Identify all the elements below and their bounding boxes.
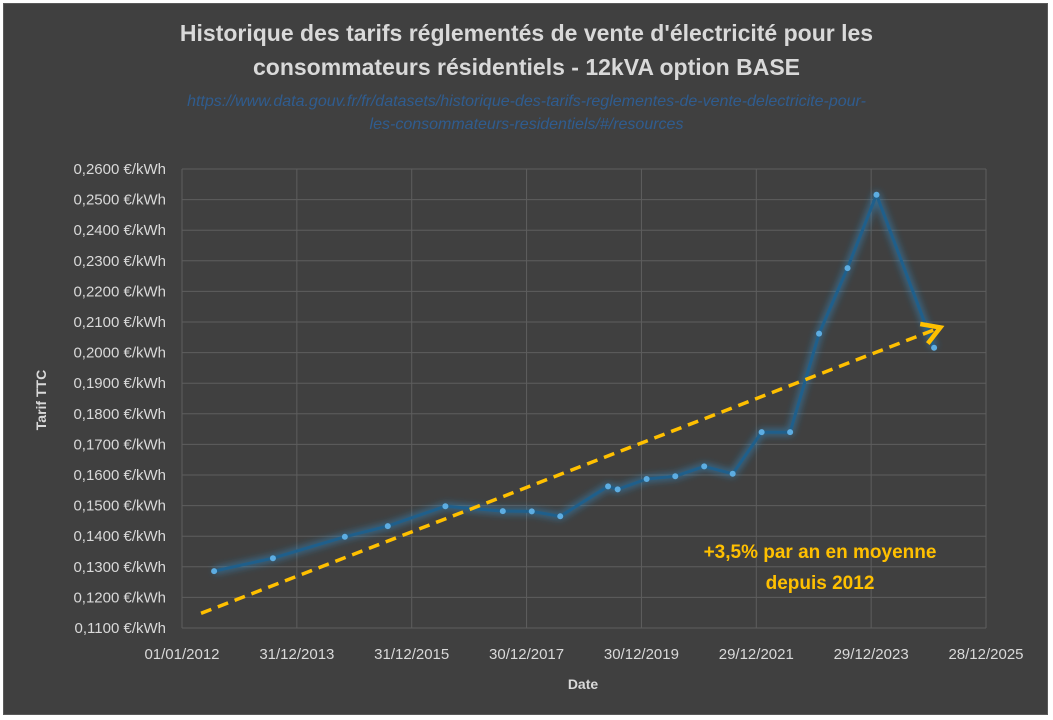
data-point: [211, 568, 218, 575]
y-tick-label: 0,1100 €/kWh: [75, 620, 166, 637]
chart-title-line-2: consommateurs résidentiels - 12kVA optio…: [252, 54, 801, 80]
data-point: [729, 470, 736, 477]
y-tick-label: 0,1700 €/kWh: [73, 436, 166, 453]
data-point: [931, 344, 938, 351]
y-tick-label: 0,2500 €/kWh: [73, 192, 166, 209]
data-point: [605, 483, 612, 490]
x-tick-label: 29/12/2023: [834, 646, 909, 663]
trendline-layer: [200, 321, 945, 615]
data-point: [341, 533, 348, 540]
y-tick-label: 0,2100 €/kWh: [73, 314, 166, 331]
x-tick-label: 01/01/2012: [144, 646, 219, 663]
y-axis-ticks: 0,1100 €/kWh 0,1200 €/kWh 0,1300 €/kWh 0,14…: [73, 161, 166, 637]
x-tick-label: 29/12/2021: [719, 646, 794, 663]
x-tick-label: 30/12/2019: [604, 646, 679, 663]
data-point: [758, 429, 765, 436]
chart-title-line-1: Historique des tarifs réglementés de ven…: [179, 20, 874, 46]
y-tick-label: 0,1900 €/kWh: [73, 375, 166, 392]
x-tick-label: 31/12/2013: [259, 646, 334, 663]
chart-title: Historique des tarifs réglementés de ven…: [0, 16, 1053, 84]
chart-subtitle-line-1[interactable]: https://www.data.gouv.fr/fr/datasets/his…: [187, 93, 866, 110]
data-point: [873, 191, 880, 198]
y-tick-label: 0,1800 €/kWh: [73, 406, 166, 423]
data-point: [672, 473, 679, 480]
data-point: [269, 555, 276, 562]
y-tick-label: 0,2200 €/kWh: [73, 283, 166, 300]
x-tick-label: 31/12/2015: [374, 646, 449, 663]
x-tick-label: 28/12/2025: [948, 646, 1023, 663]
data-point: [499, 508, 506, 515]
data-point: [701, 463, 708, 470]
chart-frame: [3, 3, 1048, 715]
data-point: [442, 503, 449, 510]
chart-subtitle-link[interactable]: https://www.data.gouv.fr/fr/datasets/his…: [0, 90, 1053, 136]
series-line: [213, 193, 936, 573]
data-point: [614, 486, 621, 493]
y-tick-label: 0,2600 €/kWh: [73, 161, 166, 178]
annotation-line-2: depuis 2012: [766, 573, 875, 594]
chart-subtitle-line-2[interactable]: les-consommateurs-residentiels/#/resourc…: [369, 116, 684, 133]
trendline-arrow: [200, 321, 945, 615]
y-tick-label: 0,2300 €/kWh: [73, 253, 166, 270]
series-layer: [211, 191, 938, 575]
y-tick-label: 0,1200 €/kWh: [73, 589, 166, 606]
y-tick-label: 0,1500 €/kWh: [73, 498, 166, 515]
data-point: [643, 475, 650, 482]
data-point: [557, 513, 564, 520]
y-tick-label: 0,1600 €/kWh: [73, 467, 166, 484]
data-point: [528, 508, 535, 515]
y-tick-label: 0,1400 €/kWh: [73, 528, 166, 545]
x-axis-title: Date: [568, 676, 599, 692]
y-tick-label: 0,1300 €/kWh: [73, 559, 166, 576]
x-axis-ticks: 01/01/2012 31/12/2013 31/12/2015 30/12/2017…: [144, 646, 1023, 663]
y-tick-label: 0,2000 €/kWh: [73, 345, 166, 362]
y-tick-label: 0,2400 €/kWh: [73, 222, 166, 239]
data-point: [384, 523, 391, 530]
y-axis-title: Tarif TTC: [33, 370, 49, 430]
data-point: [844, 265, 851, 272]
grid: [181, 168, 987, 629]
data-point: [787, 429, 794, 436]
annotation-line-1: +3,5% par an en moyenne: [704, 542, 937, 563]
x-tick-label: 30/12/2017: [489, 646, 564, 663]
data-point: [816, 330, 823, 337]
